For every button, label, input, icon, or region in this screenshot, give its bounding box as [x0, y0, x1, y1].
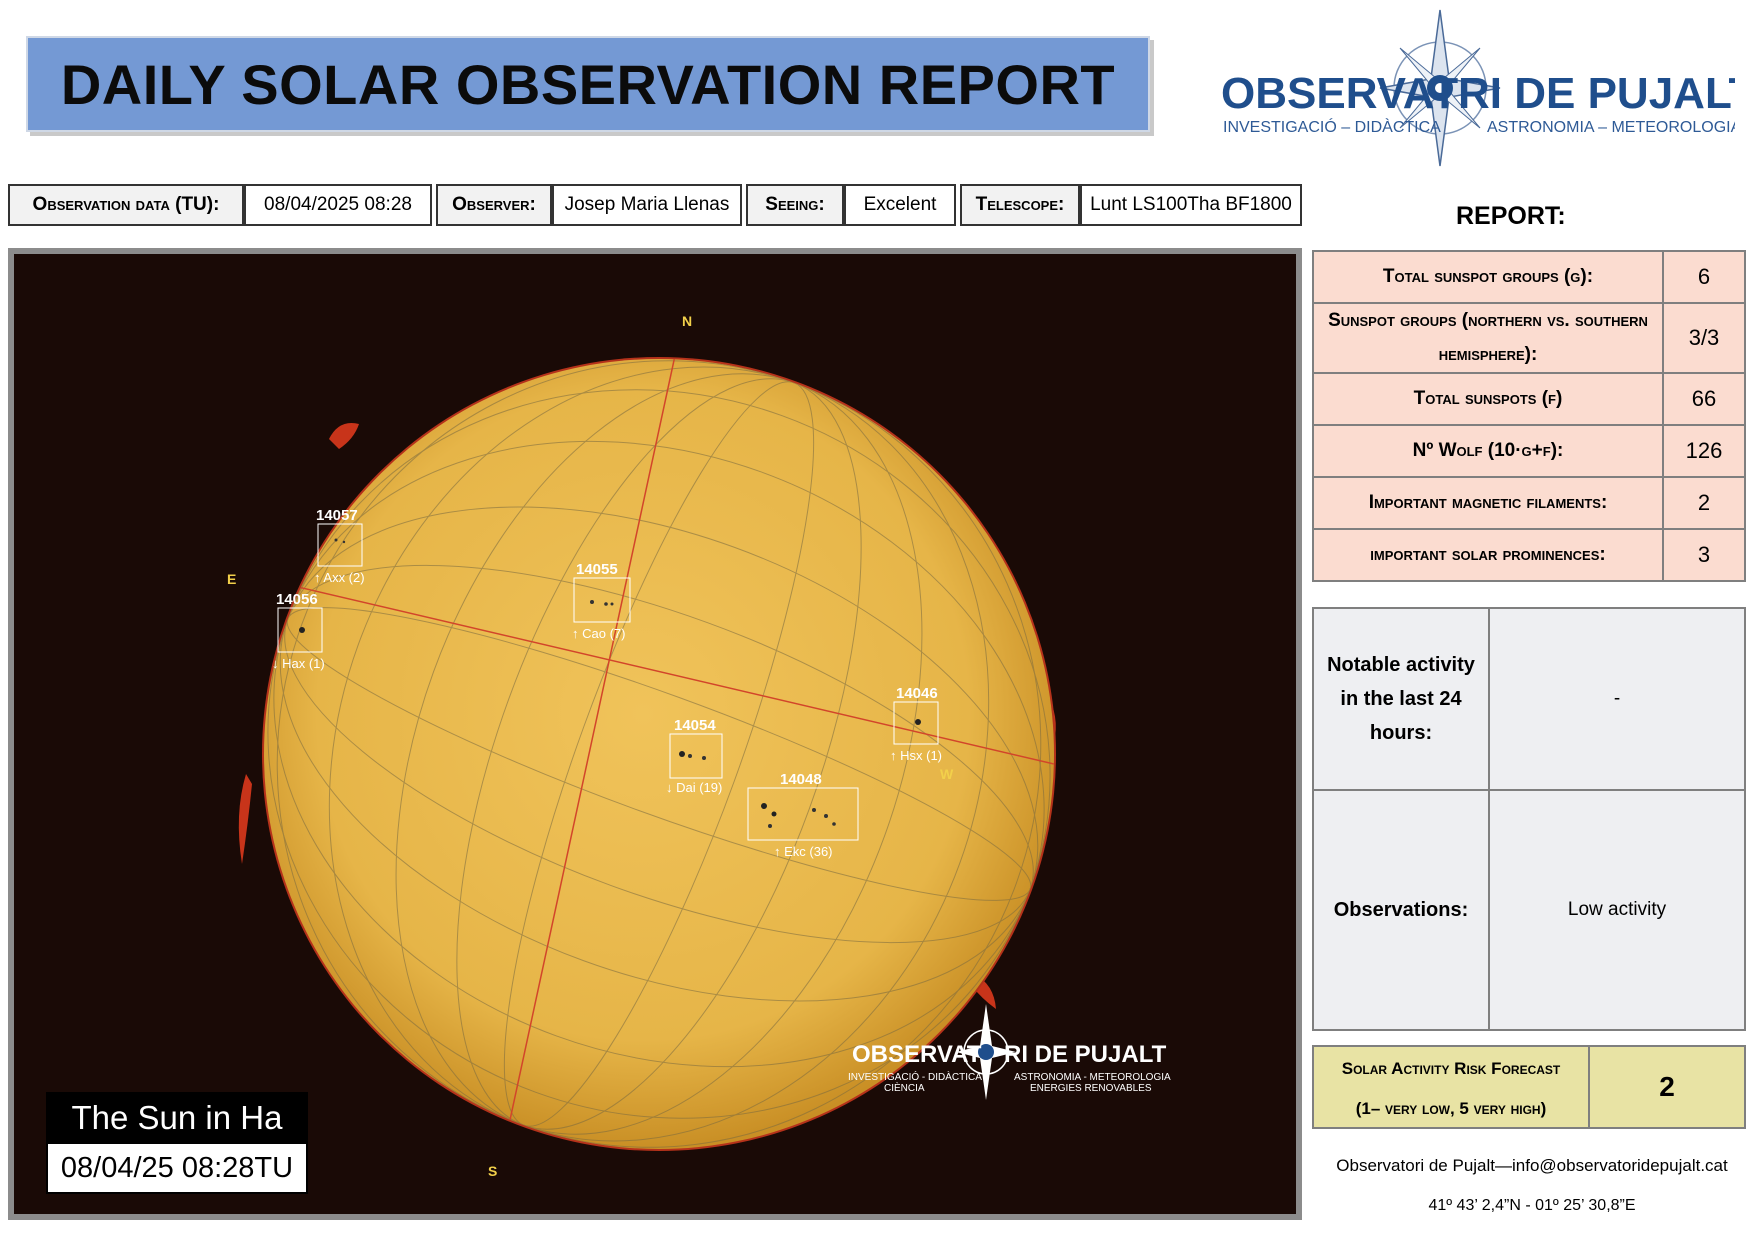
observations-value: Low activity [1488, 789, 1746, 1031]
report-value: 126 [1662, 424, 1746, 478]
observer-value: Josep Maria Llenas [552, 184, 742, 226]
region-14048: 14048 ↑ Ekc (36) [747, 771, 859, 859]
table-row: Total sunspot groups (g): 6 [1312, 250, 1746, 304]
table-row: Sunspot groups (northern vs. southern he… [1312, 302, 1746, 374]
contact-line: Observatori de Pujalt—info@observatoride… [1336, 1156, 1728, 1175]
prominence [329, 423, 359, 449]
table-row: Important magnetic filaments: 2 [1312, 476, 1746, 530]
svg-text:↑ Hsx (1): ↑ Hsx (1) [890, 748, 942, 763]
report-value: 3 [1662, 528, 1746, 582]
east-marker: E [227, 571, 236, 587]
sun-image: N S E W 14057 ↑ Axx (2) 14056 ↓ Hax (1) … [14, 254, 1296, 1214]
central-meridian-line [493, 359, 685, 1149]
observation-date-label: Observation data (TU): [8, 184, 244, 226]
region-14046: 14046 ↑ Hsx (1) [890, 685, 942, 763]
svg-text:14048: 14048 [780, 771, 822, 788]
report-heading: REPORT: [1456, 202, 1566, 230]
table-row: Observations: Low activity [1312, 789, 1746, 1031]
report-label: Nº Wolf (10·g+f): [1312, 424, 1664, 478]
risk-forecast-label: Solar Activity Risk Forecast (1– very lo… [1314, 1047, 1590, 1127]
risk-forecast: Solar Activity Risk Forecast (1– very lo… [1312, 1045, 1746, 1129]
telescope-label: Telescope: [960, 184, 1080, 226]
image-caption-date: 08/04/25 08:28TU [46, 1142, 308, 1194]
table-row: Total sunspots (f) 66 [1312, 372, 1746, 426]
logo-name-left: OBSERVAT [1221, 69, 1458, 118]
region-14055: 14055 ↑ Cao (7) [572, 561, 631, 641]
svg-text:↓ Dai (19): ↓ Dai (19) [666, 780, 722, 795]
svg-text:14054: 14054 [674, 717, 716, 734]
report-label: Total sunspot groups (g): [1312, 250, 1664, 304]
region-14054: 14054 ↓ Dai (19) [666, 717, 723, 795]
sun-disk: N S E W 14057 ↑ Axx (2) 14056 ↓ Hax (1) … [227, 313, 1171, 1179]
coordinates-line: 41º 43’ 2,4”N - 01º 25’ 30,8”E [1428, 1197, 1636, 1214]
report-label: important solar prominences: [1312, 528, 1664, 582]
svg-text:↓ Hax (1): ↓ Hax (1) [272, 656, 325, 671]
observatory-logo: OBSERVAT RI DE PUJALT INVESTIGACIÓ – DID… [1221, 9, 1735, 167]
report-value: 3/3 [1662, 302, 1746, 374]
sun-image-frame: N S E W 14057 ↑ Axx (2) 14056 ↓ Hax (1) … [8, 248, 1302, 1220]
seeing-value: Excelent [844, 184, 956, 226]
table-row: Nº Wolf (10·g+f): 126 [1312, 424, 1746, 478]
svg-text:ENERGIES RENOVABLES: ENERGIES RENOVABLES [1030, 1083, 1152, 1094]
title-banner: DAILY SOLAR OBSERVATION REPORT [26, 36, 1150, 132]
report-value: 2 [1662, 476, 1746, 530]
seeing-label: Seeing: [746, 184, 844, 226]
svg-text:↑ Axx (2): ↑ Axx (2) [314, 570, 365, 585]
logo-name-right: RI DE PUJALT [1458, 69, 1735, 118]
telescope-value: Lunt LS100Tha BF1800 [1080, 184, 1302, 226]
svg-text:INVESTIGACIÓ - DIDÀCTICA: INVESTIGACIÓ - DIDÀCTICA [848, 1070, 982, 1083]
table-row: Notable activity in the last 24 hours: - [1312, 607, 1746, 791]
report-label: Sunspot groups (northern vs. southern he… [1312, 302, 1664, 374]
compass-rose-icon [956, 1004, 1016, 1100]
prominence [238, 774, 252, 864]
svg-text:RI DE PUJALT: RI DE PUJALT [1004, 1041, 1167, 1068]
observation-date-value: 08/04/2025 08:28 [244, 184, 432, 226]
report-table: Total sunspot groups (g): 6 Sunspot grou… [1312, 250, 1746, 582]
notable-activity-label: Notable activity in the last 24 hours: [1312, 607, 1490, 791]
svg-text:14057: 14057 [316, 507, 358, 524]
risk-forecast-scale: (1– very low, 5 very high) [1355, 1099, 1547, 1118]
risk-forecast-title: Solar Activity Risk Forecast [1341, 1059, 1561, 1078]
south-marker: S [488, 1163, 497, 1179]
report-value: 6 [1662, 250, 1746, 304]
north-marker: N [682, 313, 692, 329]
west-marker: W [940, 766, 954, 782]
logo-tagline-right: ASTRONOMIA – METEOROLOGIA [1487, 119, 1735, 136]
compass-rose-icon [1379, 9, 1501, 167]
svg-text:↑ Cao (7): ↑ Cao (7) [572, 626, 625, 641]
observer-label: Observer: [436, 184, 552, 226]
svg-text:ASTRONOMIA - METEOROLOGIA: ASTRONOMIA - METEOROLOGIA [1014, 1072, 1171, 1083]
region-14057: 14057 ↑ Axx (2) [314, 507, 365, 585]
svg-text:14046: 14046 [896, 685, 938, 702]
report-label: Total sunspots (f) [1312, 372, 1664, 426]
activity-table: Notable activity in the last 24 hours: -… [1312, 607, 1746, 1031]
observations-label: Observations: [1312, 789, 1490, 1031]
report-label: Important magnetic filaments: [1312, 476, 1664, 530]
region-14056: 14056 ↓ Hax (1) [272, 591, 325, 671]
risk-forecast-value: 2 [1659, 1071, 1675, 1102]
svg-text:OBSERVAT: OBSERVAT [852, 1041, 982, 1068]
image-watermark: OBSERVAT RI DE PUJALT INVESTIGACIÓ - DID… [848, 1004, 1171, 1100]
equator-line [264, 578, 1054, 765]
svg-text:14056: 14056 [276, 591, 318, 608]
svg-text:↑ Ekc (36): ↑ Ekc (36) [774, 844, 833, 859]
table-row: important solar prominences: 3 [1312, 528, 1746, 582]
svg-text:14055: 14055 [576, 561, 618, 578]
image-caption-title: The Sun in Ha [46, 1092, 308, 1144]
sun-surface [264, 359, 1054, 1149]
notable-activity-value: - [1488, 607, 1746, 791]
heliographic-grid [267, 360, 1051, 1148]
page-title: DAILY SOLAR OBSERVATION REPORT [60, 52, 1116, 116]
logo-tagline-left: INVESTIGACIÓ – DIDÀCTICA [1223, 117, 1441, 136]
svg-text:CIÈNCIA: CIÈNCIA [884, 1081, 925, 1094]
report-value: 66 [1662, 372, 1746, 426]
